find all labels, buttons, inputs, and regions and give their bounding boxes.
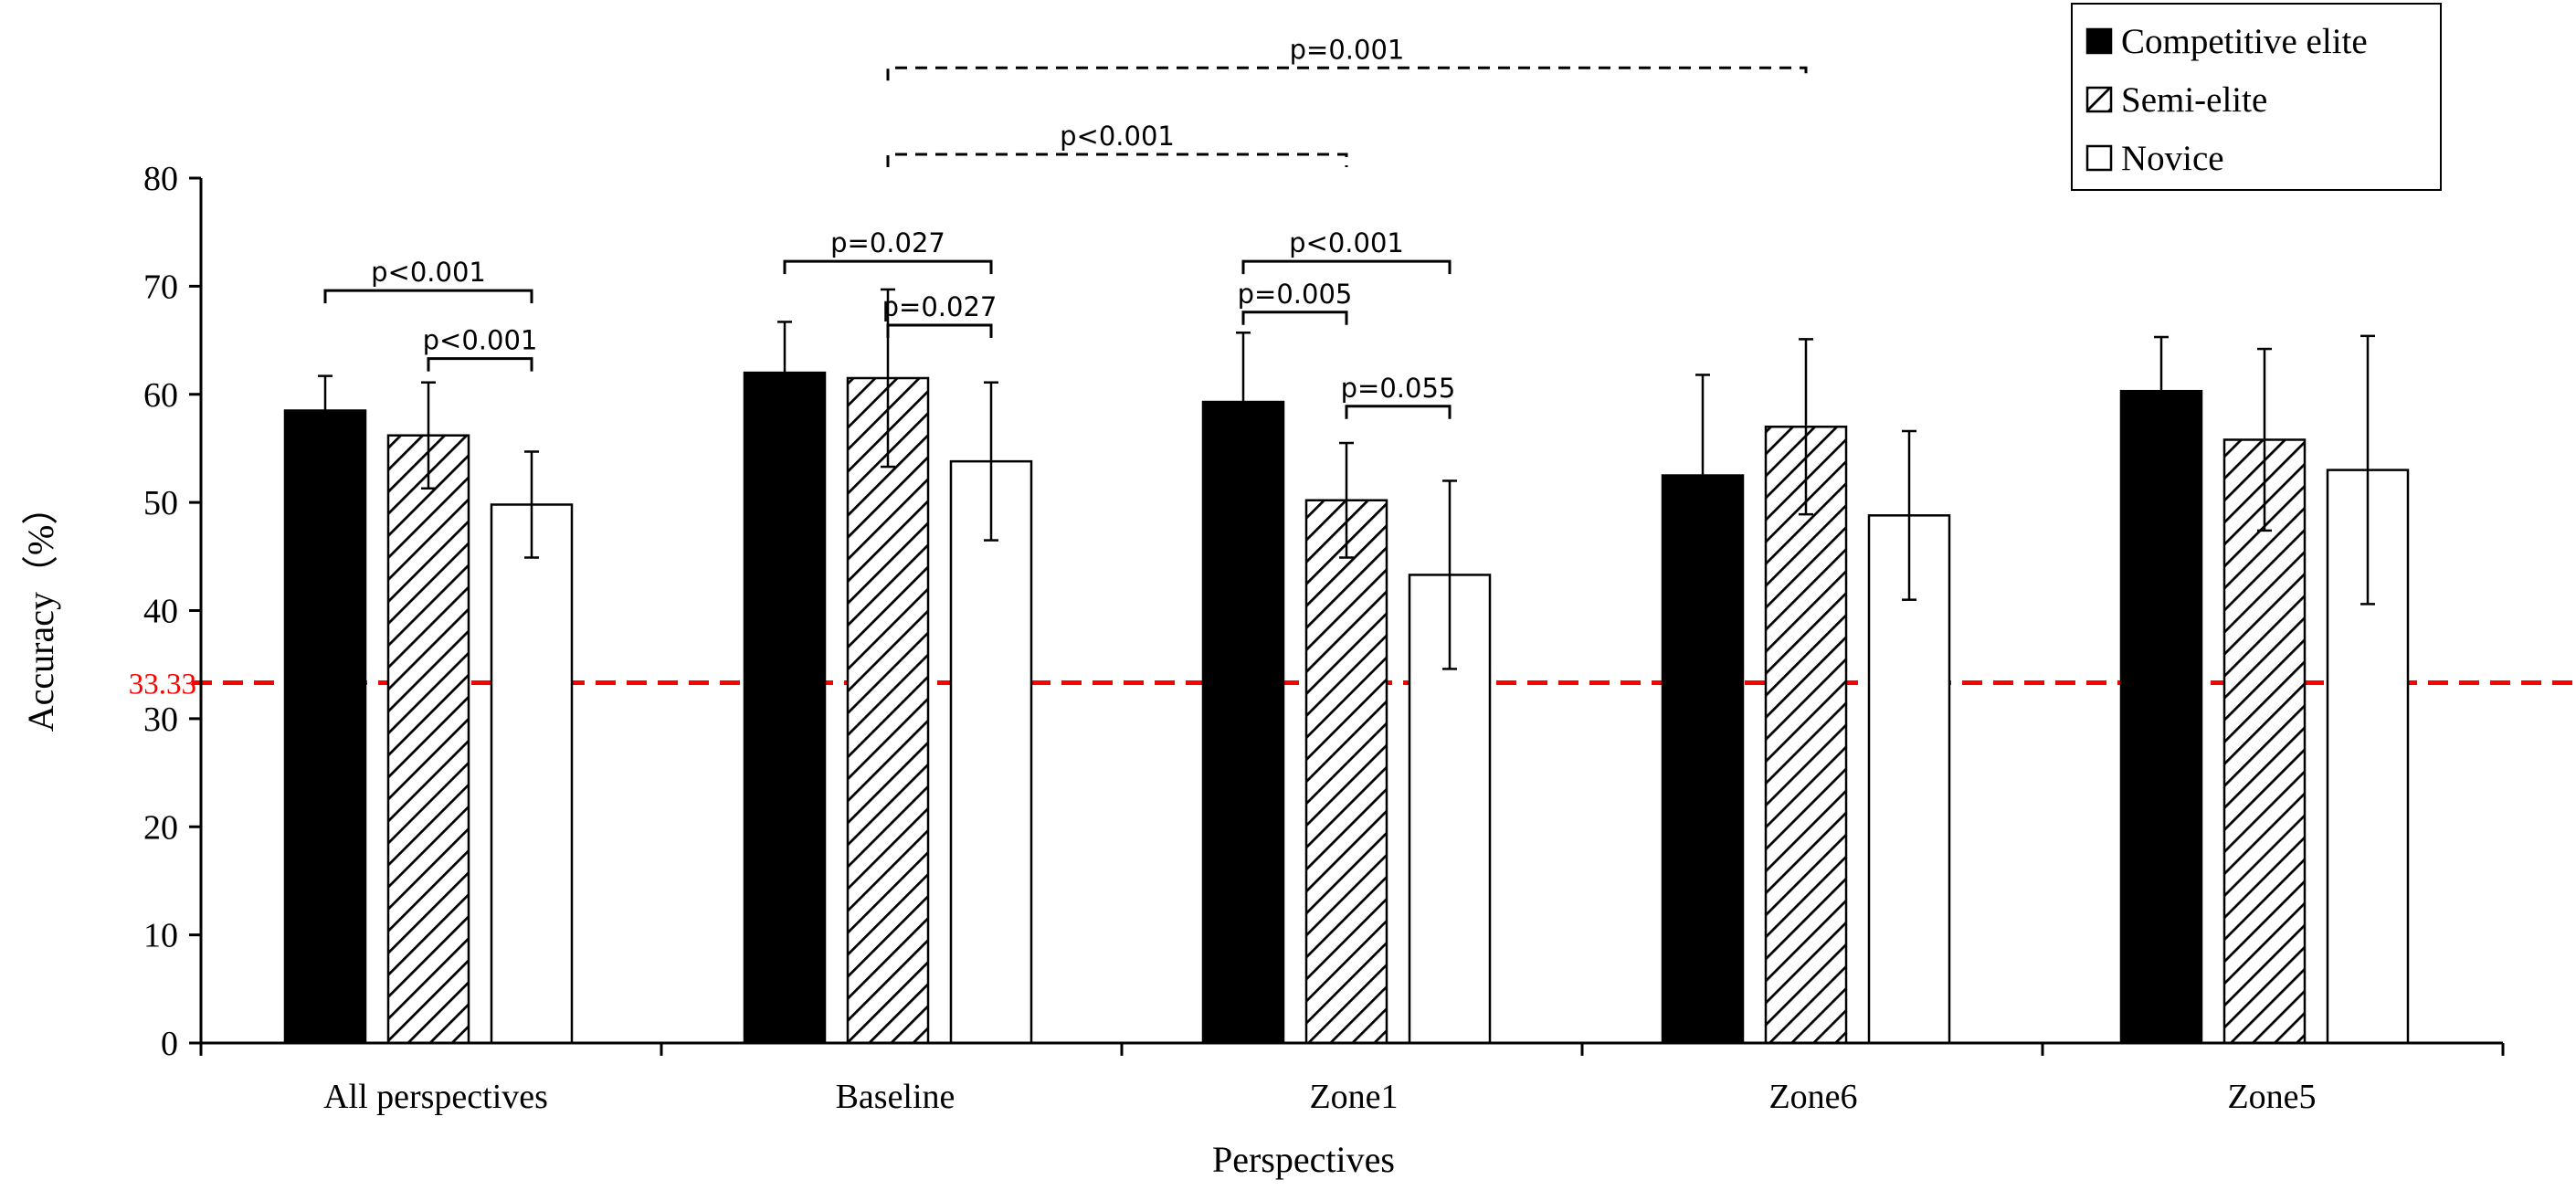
significance-brackets: p<0.001 p<0.001 p=0.027 p=0.027 p<0.001 p=0.0… [323,34,1808,419]
significance-bracket [427,357,533,372]
y-tick-label: 0 [161,1025,178,1063]
legend-swatch [2085,86,2113,113]
y-tick-label: 70 [143,268,178,306]
bar [490,503,574,1045]
y-tick-label: 20 [143,808,178,847]
x-categories: All perspectives Baseline Zone1 Zone6 Zone5 [199,1043,2505,1116]
reference-line-label: 33.33 [129,668,196,701]
significance-label: p=0.001 [1290,34,1405,65]
y-tick-label: 40 [143,593,178,631]
y-tick-label: 60 [143,376,178,415]
y-tick-label: 10 [143,917,178,955]
bar [1201,400,1285,1045]
legend: Competitive elite Semi-elite Novice [2071,3,2442,191]
x-category-label: Zone5 [2227,1078,2316,1116]
bar [949,459,1033,1045]
significance-bracket [783,259,993,275]
bar [1304,499,1388,1045]
significance-label: p=0.027 [882,291,998,322]
error-bars [318,288,2375,670]
bar [386,434,470,1045]
legend-label: Competitive elite [2121,22,2368,61]
significance-label: p<0.001 [371,257,486,288]
significance-label: p<0.001 [1289,227,1404,258]
bar [846,376,930,1045]
legend-box [2071,3,2442,191]
legend-swatch [2085,144,2113,172]
significance-label: p=0.005 [1238,279,1353,310]
y-ticks: 0 10 20 30 40 50 60 70 80 [143,160,201,1063]
significance-bracket [1241,311,1348,325]
significance-label: p<0.001 [1060,121,1175,152]
significance-bracket [1345,405,1452,419]
x-category-label: Baseline [836,1078,955,1116]
significance-bracket [1241,259,1452,275]
y-tick-label: 50 [143,484,178,522]
significance-bracket [886,323,993,338]
significance-bracket [886,66,1808,81]
significance-label: p=0.055 [1341,373,1456,404]
y-axis-title: Accuracy（%） [20,489,61,732]
legend-label: Novice [2121,139,2224,178]
legend-label: Semi-elite [2121,80,2267,120]
bars [283,371,2410,1045]
bar [2222,438,2307,1045]
significance-label: p<0.001 [423,325,538,356]
legend-swatch [2085,27,2113,55]
bar [1867,514,1951,1045]
y-tick-label: 80 [143,160,178,198]
significance-bracket [323,289,533,304]
y-tick-label: 30 [143,701,178,739]
x-category-label: Zone6 [1768,1078,1857,1116]
bar [2119,389,2203,1045]
x-category-label: All perspectives [323,1078,548,1116]
x-category-label: Zone1 [1309,1078,1398,1116]
bar [1764,426,1848,1045]
bar [743,371,827,1045]
significance-label: p=0.027 [830,227,945,258]
significance-bracket [886,153,1348,167]
bar [283,409,367,1045]
x-axis-title: Perspectives [1212,1139,1395,1180]
